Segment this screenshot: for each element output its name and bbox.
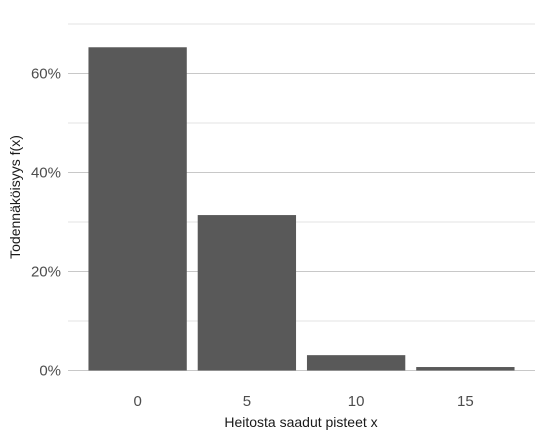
y-tick-label: 60% <box>31 66 61 83</box>
y-tick-label: 20% <box>31 264 61 281</box>
bar-15 <box>416 367 515 371</box>
y-axis-tick-labels: 0% 20% 40% 60% <box>31 66 61 380</box>
x-axis-tick-labels: 0 5 10 15 <box>133 393 473 410</box>
bar-10 <box>306 355 406 371</box>
y-axis-title: Todennäköisyys f(x) <box>7 135 23 259</box>
bar-0 <box>88 47 187 371</box>
y-tick-label: 0% <box>39 363 61 380</box>
x-tick-label: 0 <box>133 393 141 410</box>
x-tick-label: 10 <box>348 393 365 410</box>
y-tick-label: 40% <box>31 165 61 182</box>
x-tick-label: 5 <box>243 393 251 410</box>
bar-5 <box>197 215 297 371</box>
bars <box>88 47 515 371</box>
x-tick-label: 15 <box>457 393 474 410</box>
x-axis-title: Heitosta saadut pisteet x <box>224 414 377 430</box>
